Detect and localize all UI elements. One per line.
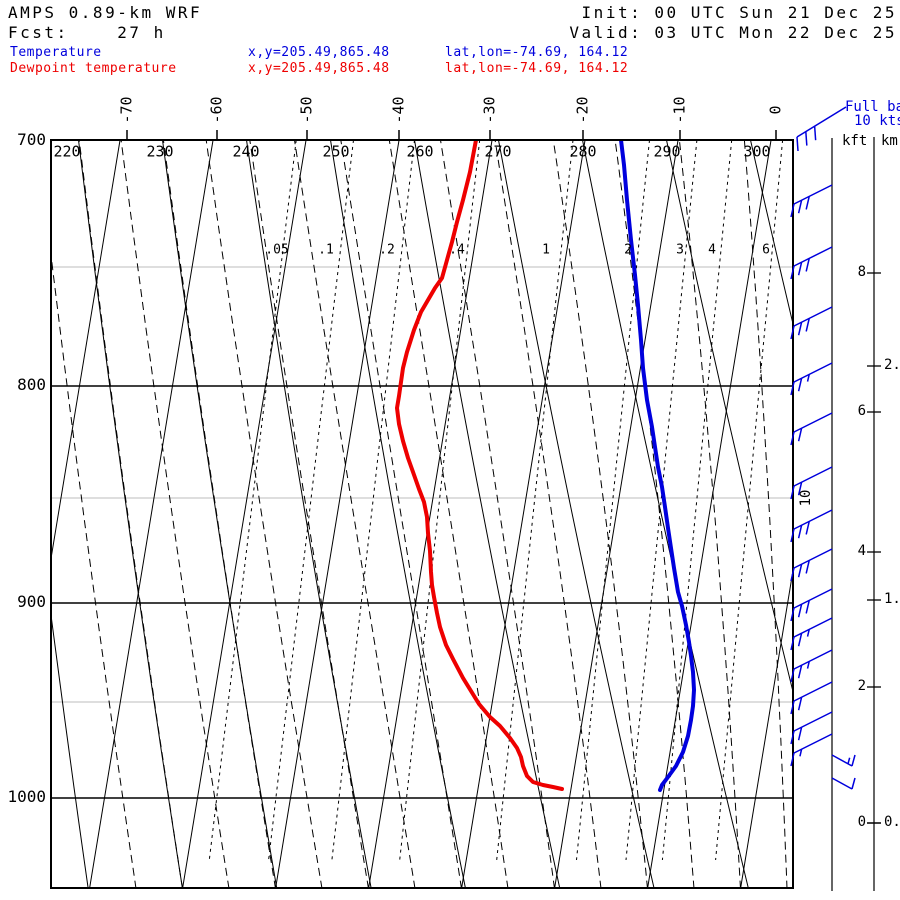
kft-tick-label: 8 <box>857 264 866 280</box>
model-title: AMPS 0.89-km WRF <box>8 3 203 22</box>
km-tick-label: 0. <box>884 814 900 830</box>
theta-label: 280 <box>569 142 597 161</box>
temperature-latlon: lat,lon=-74.69, 164.12 <box>445 45 629 60</box>
barb-legend-icon <box>796 106 847 152</box>
theta-label: 250 <box>322 142 350 161</box>
temp-axis-label: -60 <box>207 96 226 124</box>
theta-label: 270 <box>484 142 512 161</box>
init-time: Init: 00 UTC Sun 21 Dec 25 <box>581 3 897 22</box>
dewpoint-legend-label: Dewpoint temperature <box>10 61 177 76</box>
valid-time: Valid: 03 UTC Mon 22 Dec 25 <box>569 23 897 42</box>
pressure-gridlines <box>51 385 793 799</box>
km-tick-label: 1. <box>884 591 900 607</box>
kft-tick-label: 6 <box>857 403 866 419</box>
kft-tick-label: 4 <box>857 543 866 559</box>
mixing-ratio-label: 6 <box>762 242 770 258</box>
pressure-label: 900 <box>17 592 46 611</box>
km-axis-header: km <box>881 133 898 149</box>
temperature-legend-label: Temperature <box>10 45 102 60</box>
mixing-ratio-label: .05 <box>265 242 289 258</box>
kft-tick-label: 0 <box>857 814 866 830</box>
dewpoint-latlon: lat,lon=-74.69, 164.12 <box>445 61 629 76</box>
dewpoint-curve <box>395 140 564 791</box>
theta-label: 260 <box>406 142 434 161</box>
minor-pressure-gridlines <box>51 266 793 703</box>
temp-axis-label: -10 <box>670 96 689 124</box>
temp-axis-label: -20 <box>573 96 592 124</box>
kft-tick-label: 2 <box>857 678 866 694</box>
right-edge-label-10: 10 <box>798 489 814 507</box>
mixing-ratio-label: .4 <box>449 242 465 258</box>
pressure-label: 800 <box>17 375 46 394</box>
dry-adiabats <box>51 140 793 888</box>
mixing-ratio-label: 1 <box>542 242 550 258</box>
kft-axis-header: kft <box>842 133 868 149</box>
theta-label: 220 <box>53 142 81 161</box>
dewpoint-xy: x,y=205.49,865.48 <box>248 61 390 76</box>
temp-axis-label: -30 <box>480 96 499 124</box>
temperature-curve <box>619 140 696 792</box>
isotherms <box>51 140 793 888</box>
mixing-ratio-label: .2 <box>379 242 395 258</box>
km-tick-label: 2. <box>884 357 900 373</box>
moist-adiabats <box>51 140 788 888</box>
temp-axis-label: -40 <box>389 96 408 124</box>
mixing-ratio-label: 4 <box>708 242 716 258</box>
theta-label: 240 <box>232 142 260 161</box>
wind-barbs <box>790 184 856 790</box>
plot-frame <box>50 139 794 889</box>
mixing-ratio-label: 2 <box>624 242 632 258</box>
pressure-label: 1000 <box>7 787 46 806</box>
top-ticks <box>126 130 777 140</box>
height-axis <box>831 137 881 891</box>
temp-axis-label: 0 <box>766 105 785 115</box>
temp-axis-label: -50 <box>297 96 316 124</box>
pressure-label: 700 <box>17 130 46 149</box>
forecast-hour: Fcst: 27 h <box>8 23 166 42</box>
barb-legend-line2: 10 kts <box>854 113 900 129</box>
mixing-ratio-label: .1 <box>318 242 334 258</box>
barb-legend-line1: Full barb: <box>845 99 900 115</box>
temp-axis-label: -70 <box>117 96 136 124</box>
theta-label: 300 <box>743 142 771 161</box>
temperature-xy: x,y=205.49,865.48 <box>248 45 390 60</box>
mixing-ratio-lines <box>208 140 784 861</box>
theta-label: 230 <box>146 142 174 161</box>
theta-label: 290 <box>653 142 681 161</box>
mixing-ratio-label: 3 <box>676 242 684 258</box>
